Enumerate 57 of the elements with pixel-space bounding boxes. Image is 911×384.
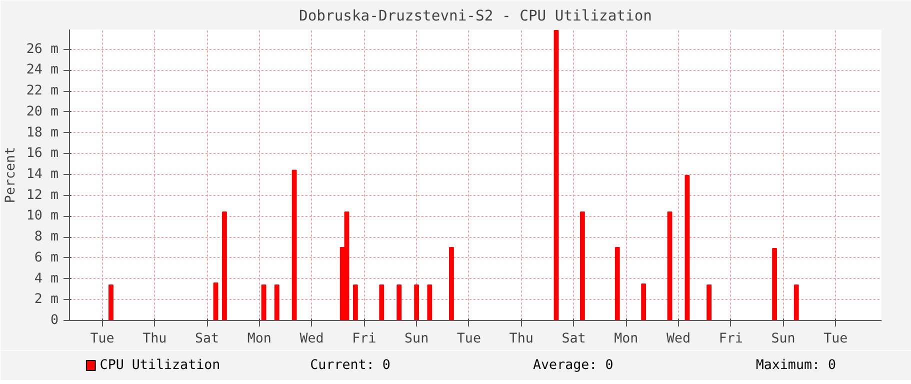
y-tick-label: 8 m	[34, 230, 59, 245]
x-tick-label: Sun	[404, 332, 429, 346]
bar	[274, 284, 280, 320]
bar	[108, 284, 114, 320]
x-tick-label: Wed	[666, 332, 691, 346]
x-tick-label: Fri	[718, 332, 743, 346]
bar	[261, 284, 266, 320]
bar	[427, 284, 432, 320]
x-tick-label: Tue	[456, 332, 481, 346]
y-tick-label: 24 m	[26, 62, 59, 78]
x-tick-label: Tue	[90, 332, 114, 346]
text: Current: 0	[310, 358, 390, 373]
x-tick-label: Thu	[509, 332, 534, 346]
x-tick-label: Thu	[142, 332, 167, 346]
y-tick-label: 14 m	[26, 166, 59, 182]
bar	[706, 284, 712, 320]
y-tick-label: 10 m	[26, 208, 59, 224]
x-tick-label: Fri	[352, 332, 376, 346]
y-tick-label: 4 m	[34, 271, 59, 286]
bar	[379, 284, 384, 320]
bar	[794, 284, 799, 320]
y-axis-title: Percent	[3, 146, 18, 204]
x-tick-label: Mon	[247, 332, 272, 346]
y-tick-label: 12 m	[26, 188, 59, 203]
text: Average: 0	[532, 358, 614, 373]
y-tick-label: 16 m	[26, 146, 59, 162]
x-tick-label: Sat	[194, 332, 220, 346]
bar	[344, 212, 350, 320]
x-tick-label: Mon	[614, 332, 638, 346]
bar	[667, 212, 672, 320]
bar	[684, 175, 690, 320]
bar	[580, 212, 585, 320]
y-tick-label: 22 m	[26, 84, 59, 99]
chart-title: Dobruska-Druzstevni-S2 - CPU Utilization	[299, 8, 652, 24]
bar	[614, 246, 620, 320]
y-tick-label: 18 m	[26, 125, 59, 140]
bar	[213, 282, 218, 320]
bar	[352, 284, 358, 320]
bar	[396, 284, 402, 320]
x-tick-label: Sat	[562, 332, 586, 346]
bar	[772, 248, 778, 320]
y-tick-label: 6 m	[34, 250, 59, 266]
x-tick-label: Sun	[771, 332, 796, 346]
bar	[414, 284, 420, 320]
y-tick-label: 20 m	[26, 104, 59, 120]
text: Maximum: 0	[756, 358, 836, 373]
y-tick-label: 0	[50, 313, 59, 328]
bar	[222, 212, 227, 320]
y-tick-label: 26 m	[26, 42, 59, 57]
x-tick-label: Tue	[824, 332, 848, 346]
x-tick-label: Wed	[300, 332, 324, 346]
bar	[292, 170, 297, 320]
bar	[641, 283, 646, 320]
bar	[554, 30, 559, 320]
legend-label: CPU Utilization	[100, 358, 220, 373]
y-tick-label: 2 m	[34, 292, 59, 308]
bar	[449, 246, 454, 320]
